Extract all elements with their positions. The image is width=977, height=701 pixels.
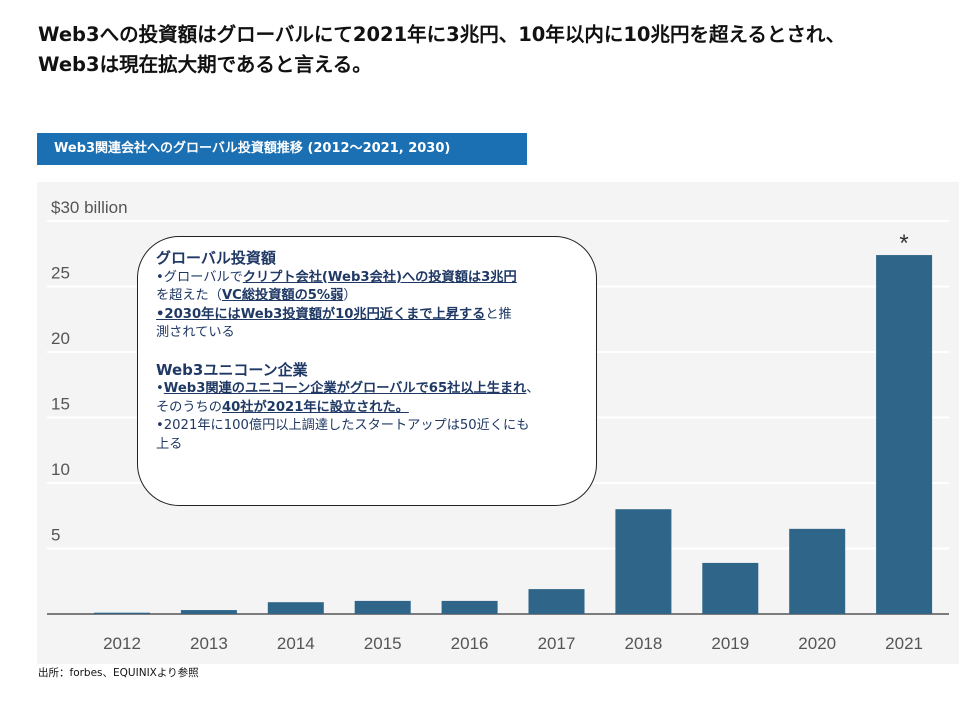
source-note: 出所：forbes、EQUINIXより参照 [38, 667, 199, 679]
x-tick-label-2018: 2018 [624, 634, 662, 653]
x-tick-label-2014: 2014 [277, 634, 315, 653]
y-tick-label-10: 10 [51, 460, 70, 479]
bar-2012 [94, 612, 150, 614]
info-section-1-bullet-2: •2030年にはWeb3投資額が10兆円近くまで上昇すると推 [156, 306, 512, 322]
x-tick-label-2017: 2017 [538, 634, 576, 653]
bar-2016 [441, 600, 498, 614]
info-section-2-bullet-1: •Web3関連のユニコーン企業がグローバルで65社以上生まれ、 [156, 381, 540, 396]
headline-line-1: Web3への投資額はグローバルにて2021年に3兆円、10年以内に10兆円を超え… [38, 23, 846, 46]
x-tick-label-2012: 2012 [103, 634, 141, 653]
info-section-1-title: グローバル投資額 [156, 249, 276, 267]
y-tick-label-20: 20 [51, 329, 70, 348]
bar-2019 [702, 562, 759, 614]
headline-line-2: Web3は現在拡大期であると言える。 [38, 53, 372, 76]
x-tick-label-2013: 2013 [190, 634, 228, 653]
bar-2020 [789, 528, 846, 614]
y-tick-label-5: 5 [51, 526, 60, 545]
info-box: グローバル投資額 •グローバルでクリプト会社(Web3会社)への投資額は3兆円 … [137, 236, 597, 506]
x-tick-label-2019: 2019 [711, 634, 749, 653]
info-section-2-bullet-2-cont: 上る [156, 436, 183, 452]
info-section-1-bullet-2-cont: 測されている [156, 325, 235, 340]
x-tick-label-2020: 2020 [798, 634, 836, 653]
info-section-2-bullet-1-cont: そのうちの40社が2021年に設立された。 [156, 399, 409, 415]
bar-2014 [267, 602, 324, 614]
bar-annotation-asterisk: * [899, 230, 908, 257]
info-section-1-bullet-1-cont: を超えた（VC総投資額の5%弱） [156, 288, 357, 303]
y-tick-label-25: 25 [51, 264, 70, 283]
info-section-1-bullet-1: •グローバルでクリプト会社(Web3会社)への投資額は3兆円 [156, 269, 517, 285]
x-tick-label-2021: 2021 [885, 634, 923, 653]
y-tick-label-30: $30 billion [51, 198, 128, 217]
headline: Web3への投資額はグローバルにて2021年に3兆円、10年以内に10兆円を超え… [38, 20, 958, 80]
info-section-2-bullet-2: •2021年に100億円以上調達したスタートアップは50近くにも [156, 418, 530, 433]
bar-2018 [615, 509, 672, 614]
chart-title: Web3関連会社へのグローバル投資額推移 (2012〜2021, 2030) [37, 133, 527, 165]
bar-2021 [876, 255, 933, 614]
bar-2013 [180, 610, 237, 614]
bar-2017 [528, 589, 585, 614]
bar-2015 [354, 600, 411, 614]
y-tick-label-15: 15 [51, 395, 70, 414]
info-section-2-title: Web3ユニコーン企業 [156, 360, 308, 379]
x-tick-label-2016: 2016 [451, 634, 489, 653]
x-tick-label-2015: 2015 [364, 634, 402, 653]
